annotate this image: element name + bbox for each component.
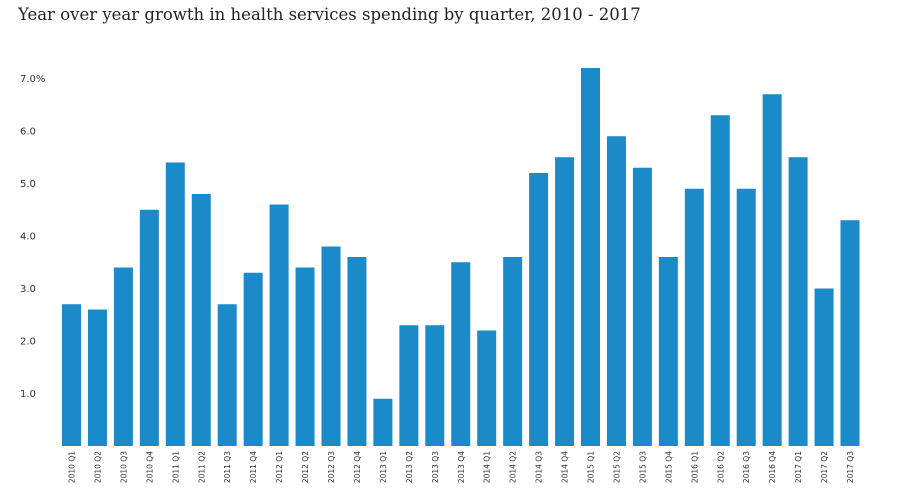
x-tick-label: 2016 Q2 — [716, 451, 725, 483]
x-tick-label: 2012 Q1 — [275, 451, 284, 483]
bar — [529, 173, 549, 446]
x-axis-ticks: 2010 Q1 2010 Q2 2010 Q3 2010 Q4 2011 Q1 2011 … — [68, 451, 856, 483]
x-tick-label: 2012 Q4 — [353, 451, 362, 483]
bar — [477, 330, 497, 446]
y-tick-label: 4.0 — [20, 232, 36, 243]
x-tick-label: 2014 Q4 — [561, 451, 570, 483]
bar — [840, 220, 860, 446]
x-tick-label: 2014 Q1 — [483, 451, 492, 483]
x-tick-label: 2016 Q3 — [742, 451, 751, 483]
bar — [269, 204, 289, 446]
bar — [191, 194, 211, 446]
x-tick-label: 2010 Q3 — [119, 451, 128, 483]
bar — [606, 136, 626, 446]
x-tick-label: 2015 Q1 — [587, 451, 596, 483]
bar — [139, 209, 159, 446]
y-tick-label: 2.0 — [20, 337, 36, 348]
bar — [503, 257, 523, 446]
x-tick-label: 2015 Q2 — [612, 451, 621, 483]
bar — [581, 68, 600, 446]
x-tick-label: 2017 Q3 — [846, 451, 855, 483]
bars — [62, 68, 860, 446]
bar — [347, 257, 367, 446]
x-tick-label: 2011 Q3 — [223, 451, 232, 483]
x-tick-label: 2014 Q3 — [535, 451, 544, 483]
bar — [555, 157, 575, 446]
y-tick-label: 3.0 — [20, 284, 36, 295]
bar — [425, 325, 445, 446]
bar — [684, 188, 704, 446]
bar — [451, 262, 471, 446]
bar — [814, 288, 834, 446]
x-tick-label: 2012 Q2 — [301, 451, 310, 483]
bar — [632, 167, 652, 446]
bar — [165, 162, 185, 446]
x-tick-label: 2016 Q4 — [768, 451, 777, 483]
x-tick-label: 2013 Q3 — [431, 451, 440, 483]
y-tick-label: 1.0 — [20, 389, 36, 400]
bar — [788, 157, 808, 446]
bar — [217, 304, 237, 446]
bar — [113, 267, 133, 446]
x-tick-label: 2010 Q1 — [68, 451, 77, 483]
y-tick-label: 6.0 — [20, 127, 36, 138]
y-axis-ticks: 1.0 2.0 3.0 4.0 5.0 6.0 7.0% — [20, 74, 45, 400]
bar — [762, 94, 782, 446]
x-tick-label: 2010 Q2 — [93, 451, 102, 483]
bar — [658, 257, 678, 446]
bar — [373, 398, 393, 446]
bar — [399, 325, 419, 446]
x-tick-label: 2013 Q4 — [457, 451, 466, 483]
x-tick-label: 2014 Q2 — [509, 451, 518, 483]
x-tick-label: 2017 Q2 — [820, 451, 829, 483]
x-tick-label: 2015 Q4 — [664, 451, 673, 483]
bar — [736, 188, 756, 446]
x-tick-label: 2017 Q1 — [794, 451, 803, 483]
x-tick-label: 2011 Q4 — [249, 451, 258, 483]
x-tick-label: 2011 Q1 — [171, 451, 180, 483]
bar — [295, 267, 315, 446]
x-tick-label: 2011 Q2 — [197, 451, 206, 483]
bar — [87, 309, 107, 446]
y-tick-label: 5.0 — [20, 179, 36, 190]
x-tick-label: 2012 Q3 — [327, 451, 336, 483]
y-tick-label: 7.0% — [20, 74, 45, 85]
x-tick-label: 2013 Q1 — [379, 451, 388, 483]
x-tick-label: 2013 Q2 — [405, 451, 414, 483]
bar — [243, 272, 263, 446]
bar — [62, 304, 81, 446]
x-tick-label: 2010 Q4 — [145, 451, 154, 483]
chart-title: Year over year growth in health services… — [18, 5, 641, 24]
bar — [321, 246, 341, 446]
x-tick-label: 2015 Q3 — [638, 451, 647, 483]
x-tick-label: 2016 Q1 — [690, 451, 699, 483]
bar — [710, 115, 730, 446]
